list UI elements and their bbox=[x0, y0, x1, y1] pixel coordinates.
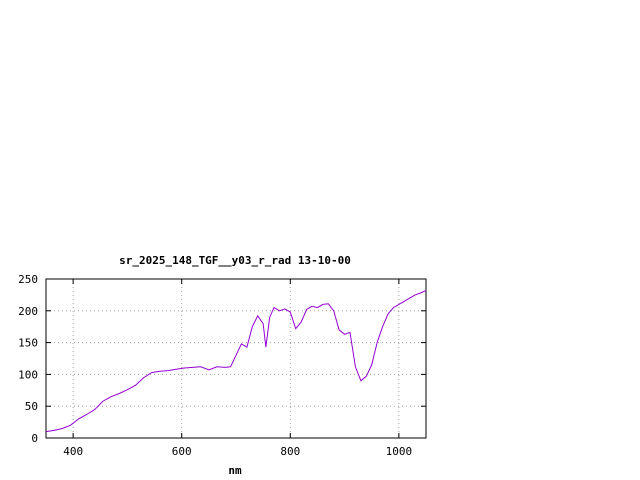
x-axis: 400 600 800 1000 bbox=[63, 279, 412, 458]
x-axis-label: nm bbox=[228, 464, 242, 477]
y-axis: 0 50 100 150 200 250 bbox=[18, 273, 426, 445]
spectrum-line bbox=[45, 289, 427, 433]
x-tick-label: 400 bbox=[63, 445, 83, 458]
plot-frame bbox=[45, 278, 427, 439]
x-tick-label: 1000 bbox=[386, 445, 413, 458]
x-tick-label: 600 bbox=[172, 445, 192, 458]
y-tick-label: 100 bbox=[18, 368, 38, 381]
y-tick-label: 200 bbox=[18, 305, 38, 318]
gridlines bbox=[46, 279, 426, 438]
y-tick-label: 150 bbox=[18, 337, 38, 350]
y-tick-label: 250 bbox=[18, 273, 38, 286]
x-tick-label: 800 bbox=[280, 445, 300, 458]
y-tick-label: 0 bbox=[31, 432, 38, 445]
chart-title: sr_2025_148_TGF__y03_r_rad 13-10-00 bbox=[119, 254, 351, 267]
series-layer bbox=[45, 289, 427, 433]
y-tick-label: 50 bbox=[25, 400, 38, 413]
